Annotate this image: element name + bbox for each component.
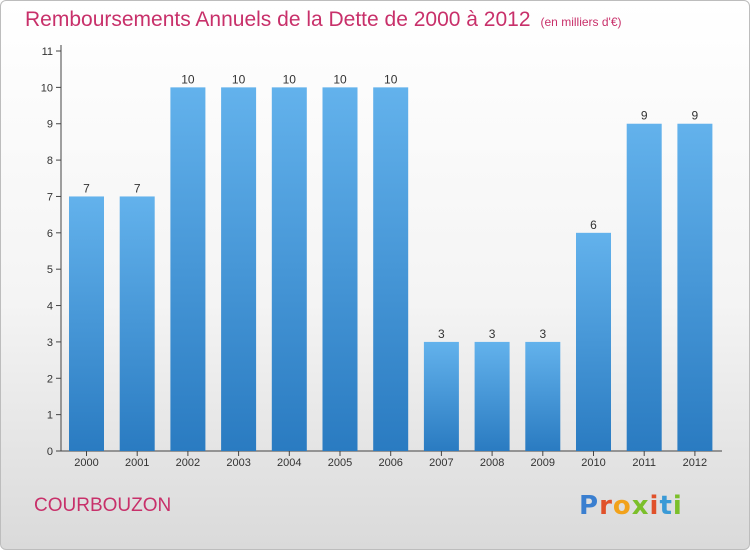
x-tick-label: 2012 (683, 457, 707, 469)
bar (525, 341, 561, 451)
logo-letter: t (659, 491, 673, 521)
bar-value-label: 10 (384, 72, 398, 86)
bar-value-label: 7 (134, 181, 141, 195)
y-tick-label: 9 (47, 119, 53, 131)
chart-title: Remboursements Annuels de la Dette de 20… (25, 8, 622, 32)
bar (322, 87, 358, 451)
bar (221, 87, 257, 451)
bar-value-label: 10 (333, 72, 347, 86)
logo-letter: P (579, 491, 600, 521)
bar-value-label: 10 (232, 72, 246, 86)
bar-value-label: 6 (590, 218, 597, 232)
y-tick-label: 5 (47, 264, 53, 276)
bar-value-label: 10 (181, 72, 195, 86)
y-tick-label: 7 (47, 191, 53, 203)
y-tick-label: 0 (47, 446, 53, 458)
x-tick-label: 2001 (125, 457, 149, 469)
bar-value-label: 3 (539, 327, 546, 341)
x-tick-label: 2007 (429, 457, 453, 469)
x-tick-label: 2011 (632, 457, 656, 469)
logo-letter: x (631, 491, 650, 521)
x-tick-label: 2003 (226, 457, 250, 469)
bar (423, 341, 459, 451)
bar-value-label: 3 (489, 327, 496, 341)
x-tick-label: 2000 (74, 457, 98, 469)
unit-note: (en milliers d'€) (540, 15, 622, 29)
x-tick-label: 2006 (378, 457, 402, 469)
place-name: COURBOUZON (34, 495, 172, 516)
y-tick-label: 2 (47, 373, 53, 385)
y-tick-label: 4 (47, 301, 53, 313)
x-tick-label: 2010 (581, 457, 605, 469)
proxiti-logo: Proxiti (579, 491, 683, 521)
logo-letter: o (612, 491, 632, 521)
bar (69, 196, 104, 451)
bar (119, 196, 155, 451)
bar-value-label: 7 (83, 181, 90, 195)
bar (677, 123, 713, 452)
y-tick-label: 6 (47, 228, 53, 240)
logo-letter: i (649, 491, 660, 521)
x-tick-label: 2008 (480, 457, 504, 469)
y-tick-label: 3 (47, 337, 53, 349)
bar (626, 123, 662, 452)
x-tick-label: 2005 (328, 457, 352, 469)
bar-value-label: 3 (438, 327, 445, 341)
logo-letter: r (599, 491, 613, 521)
bar-value-label: 10 (283, 72, 297, 86)
y-tick-label: 8 (47, 155, 53, 167)
x-tick-label: 2002 (176, 457, 200, 469)
bar (373, 87, 409, 451)
bar (576, 232, 611, 451)
bar-value-label: 9 (641, 109, 648, 123)
x-tick-label: 2009 (531, 457, 555, 469)
x-tick-label: 2004 (277, 457, 301, 469)
logo-letter: i (672, 491, 683, 521)
chart-title-text: Remboursements Annuels de la Dette de 20… (25, 8, 531, 31)
y-tick-label: 11 (42, 46, 53, 58)
bar (271, 87, 307, 451)
bar (474, 341, 510, 451)
y-tick-label: 1 (47, 410, 53, 422)
bar-value-label: 9 (692, 109, 699, 123)
bar (170, 87, 206, 451)
y-tick-label: 10 (41, 82, 53, 94)
